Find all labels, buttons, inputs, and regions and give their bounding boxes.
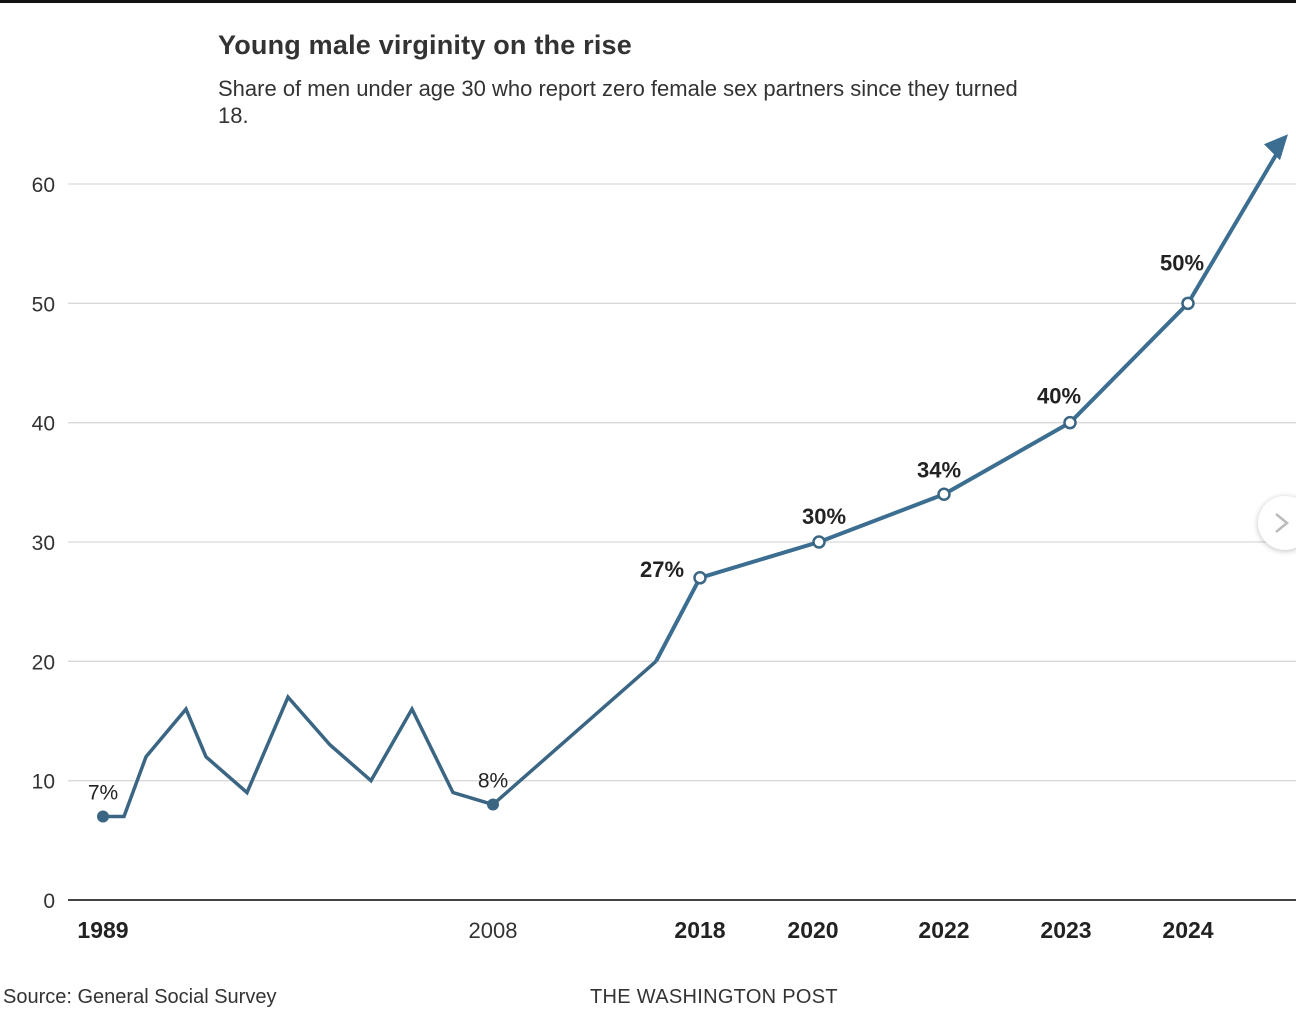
series-line-recent: [654, 301, 1190, 663]
top-rule: [0, 0, 1296, 3]
data-label: 27%: [640, 557, 684, 582]
data-label: 34%: [917, 457, 961, 482]
y-tick-label: 50: [32, 293, 55, 316]
x-axis-ticks: 1989 2008 2018 2020 2022 2023 2024: [77, 917, 1213, 943]
data-label: 8%: [478, 770, 508, 793]
x-tick-label: 2008: [469, 918, 518, 943]
trend-arrowhead: [1264, 134, 1288, 161]
y-tick-label: 60: [32, 174, 55, 197]
data-point: [97, 810, 109, 823]
y-tick-label: 20: [32, 651, 55, 674]
data-point: [693, 571, 707, 585]
data-point: [937, 487, 951, 502]
data-label: 7%: [88, 781, 118, 804]
data-point: [1063, 415, 1077, 430]
gridlines: [68, 183, 1296, 901]
x-tick-label: 2018: [674, 917, 725, 943]
data-labels: 7% 8% 27% 30% 34% 40% 50%: [88, 250, 1204, 804]
chart-title: Young male virginity on the rise: [218, 30, 632, 60]
publisher-credit: THE WASHINGTON POST: [590, 986, 838, 1008]
series-line-historical: [103, 660, 658, 819]
y-tick-label: 10: [32, 771, 55, 794]
data-point: [487, 798, 499, 811]
x-tick-label: 1989: [77, 917, 128, 943]
data-label: 50%: [1160, 250, 1204, 275]
source-note: Source: General Social Survey: [3, 986, 277, 1008]
data-point: [1181, 296, 1195, 311]
x-tick-label: 2024: [1162, 917, 1213, 943]
trend-arrow: [1186, 143, 1283, 305]
x-tick-label: 2022: [918, 917, 969, 943]
data-label: 30%: [802, 504, 846, 529]
chevron-right-icon: [1275, 513, 1289, 533]
y-axis-ticks: 0 10 20 30 40 50 60: [32, 174, 55, 913]
chart-subtitle: Share of men under age 30 who report zer…: [218, 76, 1018, 128]
data-point: [812, 535, 826, 549]
y-tick-label: 0: [43, 890, 55, 913]
y-tick-label: 30: [32, 532, 55, 555]
x-tick-label: 2023: [1040, 917, 1091, 943]
series-layer: [103, 134, 1288, 819]
data-label: 40%: [1037, 384, 1081, 409]
y-tick-label: 40: [32, 413, 55, 436]
next-slide-button[interactable]: [1258, 496, 1296, 550]
points-layer: [97, 296, 1195, 823]
x-tick-label: 2020: [787, 917, 838, 943]
